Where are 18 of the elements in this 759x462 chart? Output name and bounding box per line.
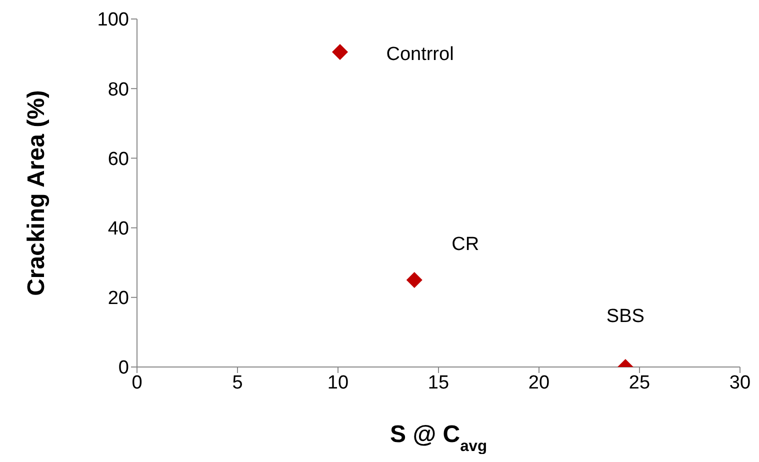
y-tick-label: 20 <box>108 288 129 310</box>
x-tick-label: 10 <box>327 372 349 394</box>
x-tick-label: 5 <box>232 372 243 394</box>
x-tick-label: 15 <box>428 372 450 394</box>
annotation: CR <box>452 234 480 256</box>
y-tick-label: 40 <box>108 218 129 240</box>
x-tick-label: 30 <box>729 372 751 394</box>
y-tick-label: 100 <box>97 10 129 31</box>
x-tick-label: 0 <box>132 372 142 394</box>
annotation: SBS <box>606 306 644 328</box>
y-tick-label: 80 <box>108 79 129 100</box>
y-tick-label: 60 <box>108 148 129 170</box>
x-tick-label: 25 <box>628 372 650 394</box>
x-tick-label: 20 <box>528 372 550 394</box>
annotation: Contrrol <box>386 44 454 66</box>
y-axis-title: Cracking Area (%) <box>23 90 50 296</box>
x-axis-title: S @ C$_{avg}$ <box>390 421 487 454</box>
y-tick-label: 0 <box>118 358 129 379</box>
